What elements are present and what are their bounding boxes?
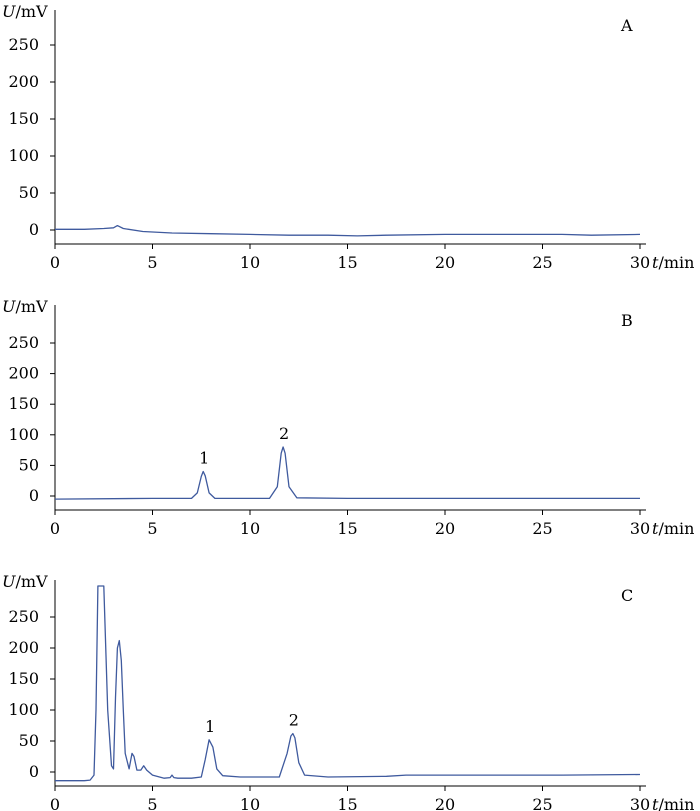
panel-label: A: [620, 16, 633, 35]
x-tick-label: 25: [532, 795, 552, 811]
chromatogram-trace: [55, 585, 641, 782]
peak-label-2: 2: [289, 711, 299, 730]
y-axis-variable: U: [2, 297, 16, 316]
chromatogram-trace: [55, 224, 641, 237]
y-tick-label: 200: [8, 364, 39, 383]
x-tick-label: 25: [532, 519, 552, 538]
x-axis-variable: t: [652, 795, 659, 811]
x-tick-label: 5: [147, 253, 157, 272]
y-axis-unit: /mV: [15, 572, 48, 591]
y-axis-unit: /mV: [15, 297, 48, 316]
y-axis-unit: /mV: [15, 2, 48, 21]
x-tick-label: 20: [435, 253, 455, 272]
y-tick-label: 200: [8, 72, 39, 91]
x-tick-label: 5: [147, 795, 157, 811]
x-tick-label: 30: [630, 253, 650, 272]
x-tick-label: 0: [50, 795, 60, 811]
y-axis-variable: U: [2, 572, 16, 591]
y-tick-label: 0: [29, 486, 39, 505]
y-axis-title: U/mV: [2, 297, 48, 316]
y-tick-label: 150: [8, 669, 39, 688]
x-axis-title: t/min: [652, 253, 694, 272]
y-tick-label: 0: [29, 762, 39, 781]
x-tick-label: 15: [337, 795, 357, 811]
y-axis-variable: U: [2, 2, 16, 21]
y-tick-label: 100: [8, 700, 39, 719]
panel-c: 0 50 100 150 200 250 0 5 10 15 20 25 30 U/mV t/min C 1 2: [2, 572, 694, 811]
x-tick-label: 15: [337, 253, 357, 272]
peak-label-2: 2: [279, 424, 289, 443]
panel-label: C: [621, 586, 633, 605]
x-tick-label: 5: [147, 519, 157, 538]
x-tick-label: 10: [240, 253, 260, 272]
x-axis-variable: t: [652, 519, 659, 538]
y-axis-title: U/mV: [2, 2, 48, 21]
x-tick-label: 10: [240, 519, 260, 538]
y-tick-label: 50: [19, 731, 39, 750]
x-axis-title: t/min: [652, 795, 694, 811]
peak-label-1: 1: [199, 449, 209, 468]
x-axis-unit: /min: [658, 253, 694, 272]
x-tick-label: 0: [50, 519, 60, 538]
x-tick-label: 25: [532, 253, 552, 272]
y-tick-label: 50: [19, 455, 39, 474]
panel-label: B: [621, 311, 633, 330]
peak-label-1: 1: [205, 717, 215, 736]
x-tick-label: 20: [435, 795, 455, 811]
y-tick-label: 150: [8, 109, 39, 128]
y-tick-label: 100: [8, 146, 39, 165]
x-tick-label: 0: [50, 253, 60, 272]
x-tick-label: 30: [630, 519, 650, 538]
x-tick-label: 20: [435, 519, 455, 538]
y-tick-label: 50: [19, 183, 39, 202]
y-tick-label: 200: [8, 638, 39, 657]
y-tick-label: 250: [8, 333, 39, 352]
x-axis-title: t/min: [652, 519, 694, 538]
panel-a: 0 50 100 150 200 250 0 5 10 15 20 25 30 U/mV t/min A: [2, 2, 694, 272]
y-axis-title: U/mV: [2, 572, 48, 591]
x-axis-variable: t: [652, 253, 659, 272]
y-tick-label: 250: [8, 607, 39, 626]
y-tick-label: 150: [8, 394, 39, 413]
panel-b: 0 50 100 150 200 250 0 5 10 15 20 25 30 U/mV t/min B 1 2: [2, 297, 694, 538]
x-axis-unit: /min: [658, 519, 694, 538]
x-tick-label: 10: [240, 795, 260, 811]
y-tick-label: 100: [8, 425, 39, 444]
x-tick-label: 15: [337, 519, 357, 538]
x-axis-unit: /min: [658, 795, 694, 811]
y-tick-label: 0: [29, 220, 39, 239]
y-tick-label: 250: [8, 35, 39, 54]
chromatogram-trace: [54, 446, 640, 500]
x-tick-label: 30: [630, 795, 650, 811]
